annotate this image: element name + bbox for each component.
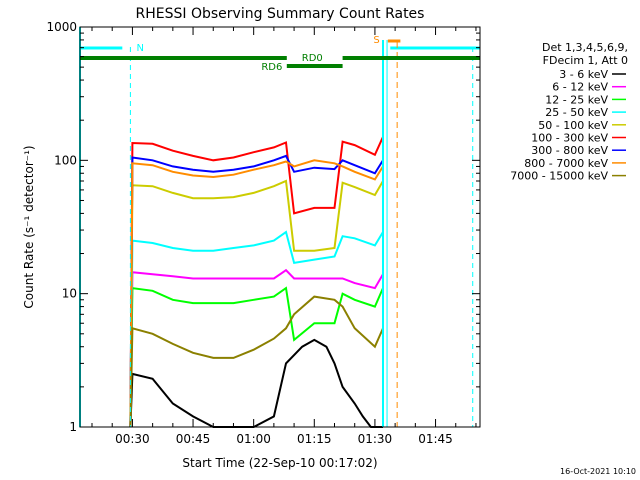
x-tick-label: 00:45 bbox=[176, 432, 211, 446]
series-line-3 bbox=[129, 230, 384, 428]
legend-label-5: 100 - 300 keV bbox=[531, 132, 608, 145]
legend-header-line-2: FDecim 1, Att 0 bbox=[543, 54, 628, 67]
x-tick-label: 01:30 bbox=[358, 432, 393, 446]
series-line-2 bbox=[129, 286, 384, 428]
y-tick-label: 100 bbox=[54, 153, 77, 167]
legend-label-1: 6 - 12 keV bbox=[552, 81, 608, 94]
y-axis-label: Count Rate (s⁻¹ detector⁻¹) bbox=[22, 145, 36, 308]
annotation-label-S: S bbox=[373, 35, 379, 46]
series-line-4 bbox=[129, 179, 384, 428]
legend: Det 1,3,4,5,6,9, FDecim 1, Att 0 3 - 6 k… bbox=[510, 41, 628, 183]
overlay-layer: N RD0 RD6 S bbox=[79, 27, 480, 427]
y-tick-label: 10 bbox=[62, 287, 77, 301]
legend-label-7: 800 - 7000 keV bbox=[524, 157, 608, 170]
x-axis-label: Start Time (22-Sep-10 00:17:02) bbox=[182, 456, 377, 470]
footer-timestamp: 16-Oct-2021 10:10 bbox=[560, 467, 636, 476]
legend-label-3: 25 - 50 keV bbox=[545, 106, 608, 119]
x-tick-label: 01:00 bbox=[236, 432, 271, 446]
legend-label-8: 7000 - 15000 keV bbox=[510, 170, 608, 183]
x-tick-label: 01:45 bbox=[418, 432, 453, 446]
series-line-5 bbox=[129, 136, 384, 428]
legend-header-line-1: Det 1,3,4,5,6,9, bbox=[542, 41, 628, 54]
y-tick-label: 1 bbox=[69, 420, 77, 434]
axis-layer: 1 10 100 1000 00:30 00:45 01:00 01:15 01:30 01:45 bbox=[46, 20, 480, 446]
series-line-6 bbox=[129, 154, 384, 428]
legend-label-6: 300 - 800 keV bbox=[531, 144, 608, 157]
y-tick-label: 1000 bbox=[46, 20, 77, 34]
legend-label-4: 50 - 100 keV bbox=[538, 119, 608, 132]
series-line-1 bbox=[129, 268, 384, 428]
series-line-8 bbox=[129, 295, 384, 428]
annotation-label-RD0: RD0 bbox=[302, 53, 323, 64]
plot-frame bbox=[79, 26, 481, 428]
series-layer bbox=[129, 136, 384, 428]
series-line-0 bbox=[129, 338, 383, 428]
annotation-label-N: N bbox=[136, 43, 143, 54]
series-line-7 bbox=[129, 159, 384, 428]
legend-label-2: 12 - 25 keV bbox=[545, 93, 608, 106]
x-tick-label: 00:30 bbox=[115, 432, 150, 446]
legend-label-0: 3 - 6 keV bbox=[559, 68, 608, 81]
chart-title: RHESSI Observing Summary Count Rates bbox=[136, 6, 425, 22]
x-tick-label: 01:15 bbox=[297, 432, 332, 446]
annotation-label-RD6: RD6 bbox=[261, 62, 282, 73]
